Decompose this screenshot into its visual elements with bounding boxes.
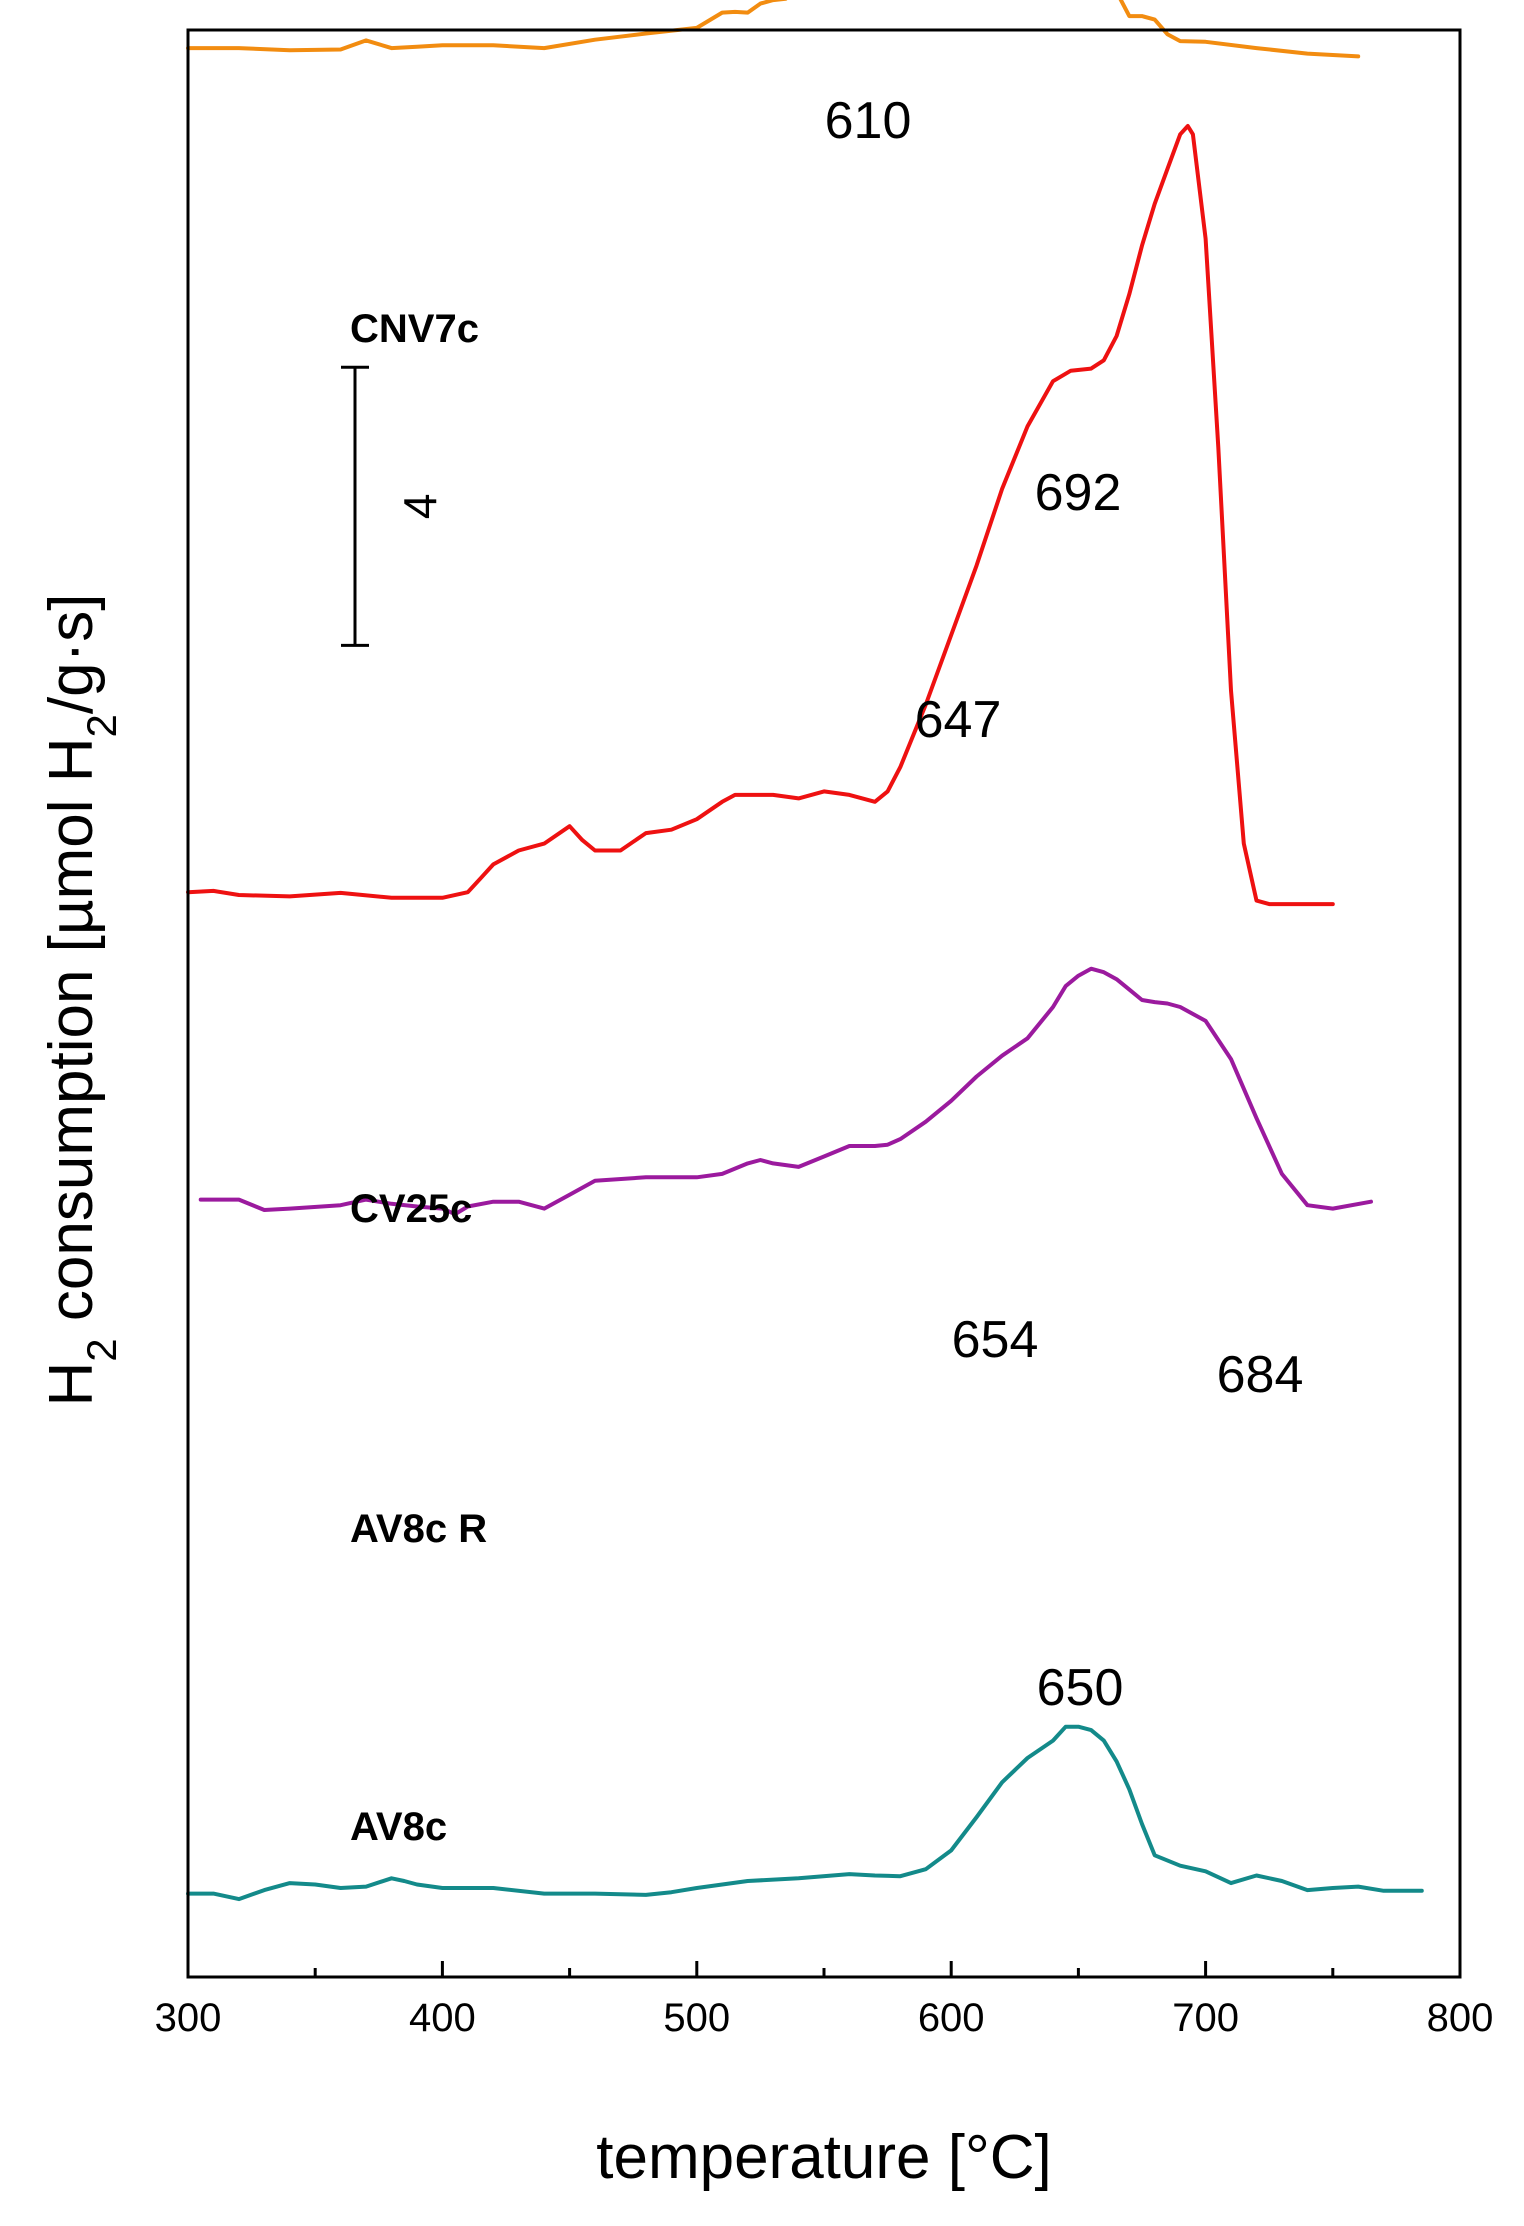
peak-label-650: 650 [1037, 1659, 1124, 1717]
y-title-part-a: H [37, 1362, 106, 1407]
series-label-av8c-r: AV8c R [350, 1507, 487, 1551]
x-tick-label-700: 700 [1172, 1996, 1239, 2040]
series-label-cv25c: CV25c [350, 1187, 472, 1231]
series-label-cnv7c: CNV7c [350, 307, 479, 351]
x-tick-label-400: 400 [409, 1996, 476, 2040]
x-tick-label-800: 800 [1427, 1996, 1494, 2040]
x-axis-title: temperature [°C] [596, 2123, 1052, 2192]
x-tick-label-500: 500 [663, 1996, 730, 2040]
y-title-part-c: /g·s] [37, 594, 106, 715]
peak-label-684: 684 [1217, 1346, 1304, 1404]
x-tick-label-300: 300 [155, 1996, 222, 2040]
x-axis: 300 400 500 600 700 800 [155, 1961, 1494, 2040]
scale-bar: 4 [341, 365, 446, 647]
y-title-sub-b: 2 [78, 714, 125, 737]
peak-label-692: 692 [1035, 464, 1122, 522]
series-line-av8c-r [198, 966, 1373, 1217]
y-axis-title: H2 consumption [µmol H2/g·s] [37, 594, 125, 1407]
peak-label-654: 654 [952, 1311, 1039, 1369]
series-line-av8c [186, 1724, 1424, 1902]
peak-label-610: 610 [825, 92, 912, 150]
x-tick-label-600: 600 [918, 1996, 985, 2040]
scale-bar-label: 4 [394, 494, 446, 520]
y-title-sub-a: 2 [78, 1338, 125, 1361]
series-line-cv25c [186, 124, 1335, 907]
plot-area [186, 0, 1424, 1902]
y-title-part-b: consumption [µmol H [37, 737, 106, 1338]
series-label-av8c: AV8c [350, 1805, 447, 1849]
series-line-cnv7c [186, 0, 1361, 59]
peak-label-647: 647 [915, 691, 1002, 749]
